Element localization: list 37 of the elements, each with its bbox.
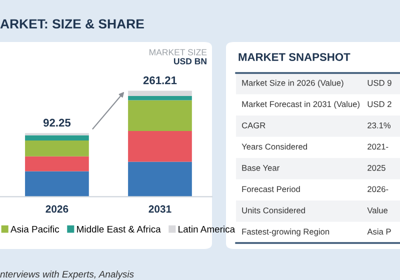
bar [128, 130, 192, 162]
text: nterviews with Experts, Analysis [0, 270, 134, 280]
text: Market Size in 2026 (Value) [242, 80, 344, 88]
bar [25, 156, 89, 172]
text: USD 2 [368, 101, 392, 108]
bar [25, 140, 89, 156]
text: USD BN [174, 58, 206, 64]
text: CAGR [242, 122, 266, 128]
text: Asia P [367, 228, 391, 235]
text: 2025 [368, 164, 386, 171]
text: Base Year [242, 165, 280, 171]
bar [128, 96, 192, 100]
annotation: 261.21 [143, 76, 177, 84]
text: Market Forecast in 2031 (Value) [242, 100, 360, 109]
text: Units Considered [242, 207, 305, 214]
text: USD 9 [368, 80, 392, 86]
text: 2026- [368, 186, 388, 192]
chart-title: ARKET: SIZE & SHARE [0, 19, 144, 29]
text: MARKET SNAPSHOT [238, 53, 350, 61]
bar [128, 100, 192, 131]
text: 2021- [368, 144, 388, 150]
annotation: 92.25 [43, 118, 71, 127]
bar [128, 90, 192, 96]
text: Years Considered [242, 143, 307, 150]
x-tick-label: 2031 [148, 205, 172, 213]
legend-label: Asia Pacific [10, 226, 60, 233]
legend-label: Middle East & Africa [77, 226, 161, 233]
x-tick-label: 2026 [46, 205, 68, 213]
text: Fastest-growing Region [242, 228, 330, 236]
bar [128, 162, 192, 197]
text: Value [367, 207, 388, 214]
text: MARKET SIZE [150, 49, 207, 56]
text: 23.1% [368, 122, 391, 128]
bar [25, 171, 89, 197]
legend-label: Latin America [178, 226, 236, 233]
text: Forecast Period [242, 186, 300, 192]
bar [25, 135, 89, 141]
